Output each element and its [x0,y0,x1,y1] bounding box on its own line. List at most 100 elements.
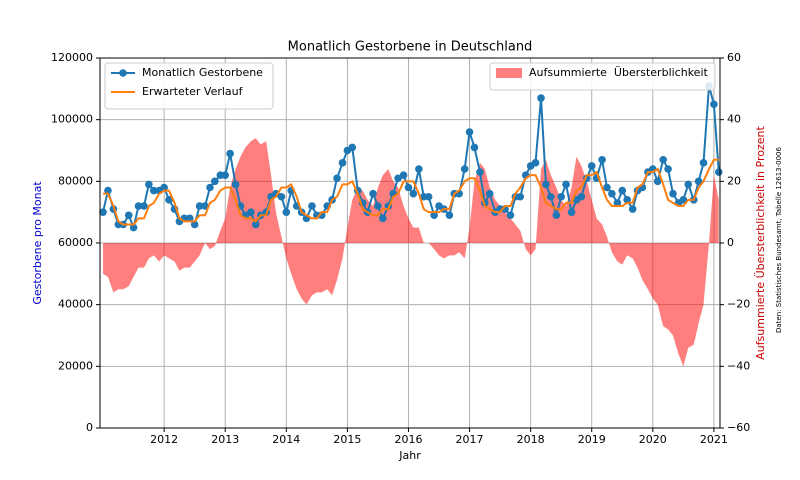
point [333,174,341,183]
y-axis-label: Gestorbene pro Monat [31,181,44,305]
x-tick-label: 2012 [150,433,178,446]
point [99,208,107,216]
point [430,211,438,220]
point [476,168,484,176]
y2-tick-label: −40 [727,359,750,372]
y2-tick-label: 0 [727,236,734,249]
legend-label: Erwarteter Verlauf [142,85,244,98]
point [308,202,316,210]
point [140,202,148,210]
point [618,186,627,195]
y-tick-label: 0 [86,421,93,434]
point [710,100,718,109]
point [485,189,494,198]
point [206,183,214,192]
point [399,171,408,179]
plot-frame [99,57,721,429]
point [465,128,474,136]
point [694,177,703,186]
point [546,192,555,201]
legend-marker [119,69,127,77]
y2-tick-label: 60 [727,51,741,64]
point [608,189,616,198]
legend-box [104,62,274,110]
point [195,202,204,210]
point [653,177,662,186]
x-tick-label: 2017 [456,433,484,446]
x-tick-label: 2021 [700,433,728,446]
x-tick-label: 2020 [639,433,667,446]
point [404,183,413,192]
point [165,196,173,204]
legend-label: Aufsummierte Übersterblichkeit [529,66,708,79]
point [623,196,631,204]
point [379,214,387,223]
y-tick-label: 100000 [51,113,93,126]
chart-title: Monatlich Gestorbene in Deutschland [288,40,533,55]
x-axis-label: Jahr [398,449,421,462]
point [185,214,194,223]
point [598,155,606,164]
point [129,223,138,232]
point [348,143,357,152]
line [103,158,719,226]
point [409,189,418,198]
point [226,149,234,158]
point [679,196,688,204]
y-tick-label: 80000 [58,174,93,187]
point [542,180,550,189]
x-tick-label: 2013 [211,433,239,446]
point [221,171,230,179]
y2-tick-label: 40 [727,113,741,126]
point [415,165,423,173]
point [664,165,672,173]
legend-box [489,62,716,91]
point [699,159,708,167]
point [516,192,525,201]
point [628,205,637,213]
point [537,94,545,102]
x-tick-label: 2015 [333,433,361,446]
point [531,159,540,167]
y-tick-label: 60000 [58,236,93,249]
y-tick-label: 20000 [58,359,93,372]
point [445,211,454,220]
point [149,186,158,195]
point [714,168,723,176]
point [277,192,286,201]
point [577,192,586,201]
point [557,192,565,201]
point [251,220,260,229]
legend-label: Monatlich Gestorbene [142,66,263,79]
point [338,159,347,167]
point [659,155,667,164]
point [190,220,199,229]
y2-axis-label: Aufsummierte Übersterblichkeit in Prozen… [754,126,767,360]
x-tick-label: 2019 [578,433,606,446]
point [160,183,168,192]
point [603,183,611,192]
point [506,211,515,220]
point [613,199,622,207]
y-tick-label: 120000 [51,51,93,64]
y2-tick-label: 20 [727,174,741,187]
x-tick-label: 2018 [517,433,545,446]
point [231,180,240,189]
point [124,211,133,220]
y-tick-label: 40000 [58,298,93,311]
point [145,180,153,189]
point [567,208,576,216]
x-tick-label: 2016 [394,433,422,446]
point [684,180,693,189]
point [134,202,143,210]
y2-tick-label: −20 [727,298,750,311]
area [103,138,719,367]
legend-swatch [496,68,522,78]
source-note: Daten: Statistisches Bundesamt, Tabelle … [775,146,783,332]
point [424,192,433,201]
point [104,186,112,195]
point [460,165,469,173]
point [552,211,561,220]
y2-tick-label: −60 [727,421,750,434]
